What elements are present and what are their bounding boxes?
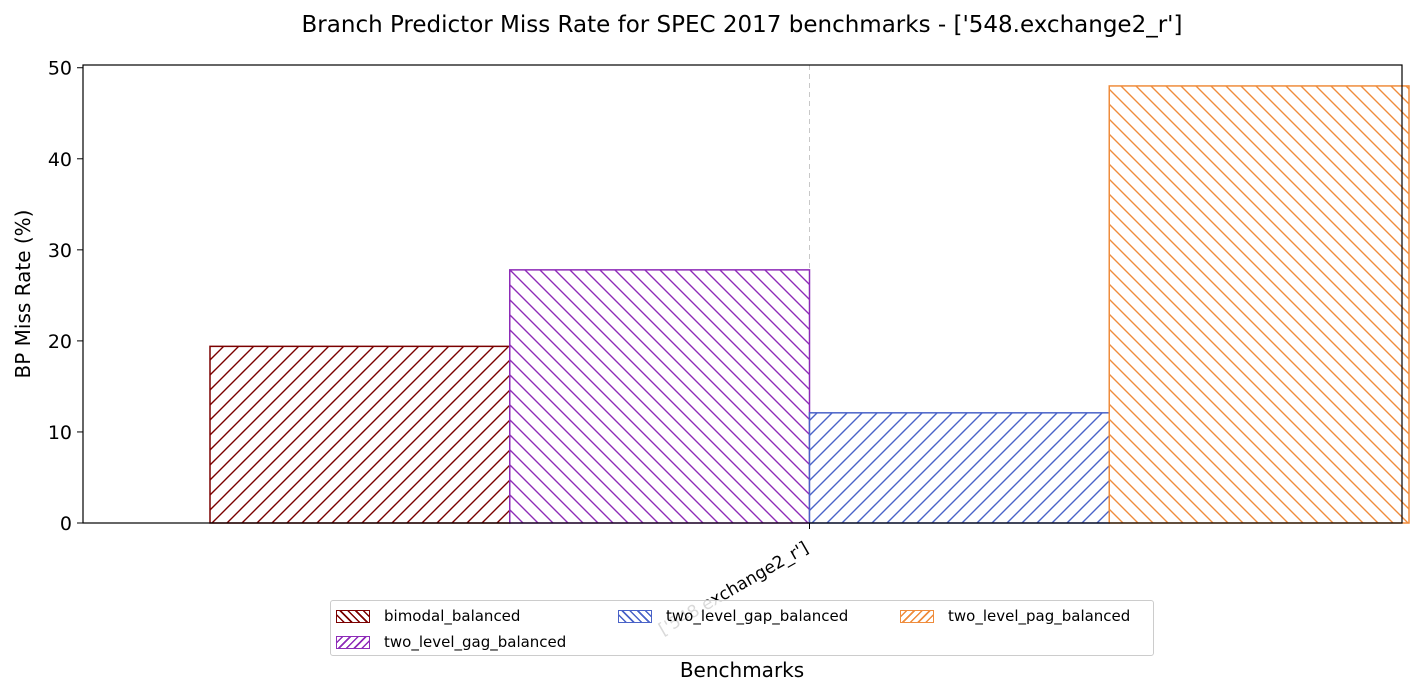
y-tick-label: 0 — [60, 513, 72, 535]
legend-label: two_level_gap_balanced — [666, 607, 849, 625]
y-axis: 0 10 20 30 40 50 — [48, 58, 83, 535]
y-axis-label: BP Miss Rate (%) — [11, 210, 35, 379]
legend-label: two_level_gag_balanced — [384, 633, 567, 651]
legend-item-two_level_gag_balanced: two_level_gag_balanced — [336, 633, 566, 651]
bar-two_level_pag_balanced — [1108, 85, 1410, 524]
legend: bimodal_balanced two_level_gag_balanced tw… — [330, 600, 1154, 656]
legend-item-bimodal_balanced: bimodal_balanced — [336, 607, 520, 625]
legend-label: two_level_pag_balanced — [948, 607, 1131, 625]
bar-two_level_gap_balanced — [808, 412, 1110, 524]
legend-swatch — [336, 609, 370, 623]
legend-item-two_level_gap_balanced: two_level_gap_balanced — [618, 607, 848, 625]
chart-title: Branch Predictor Miss Rate for SPEC 2017… — [302, 12, 1183, 38]
legend-label: bimodal_balanced — [384, 607, 521, 625]
legend-swatch — [900, 609, 934, 623]
legend-item-two_level_pag_balanced: two_level_pag_balanced — [900, 607, 1130, 625]
y-tick-label: 10 — [48, 422, 72, 444]
legend-swatch — [618, 609, 652, 623]
y-tick-label: 30 — [48, 240, 72, 262]
plot-frame — [82, 64, 1403, 524]
x-axis-label: Benchmarks — [680, 658, 804, 682]
legend-swatch — [336, 635, 370, 649]
y-tick-label: 50 — [48, 58, 72, 80]
y-tick-label: 40 — [48, 149, 72, 171]
y-tick-label: 20 — [48, 331, 72, 353]
bar-two_level_gag_balanced — [509, 269, 811, 524]
bar-bimodal_balanced — [209, 345, 511, 524]
